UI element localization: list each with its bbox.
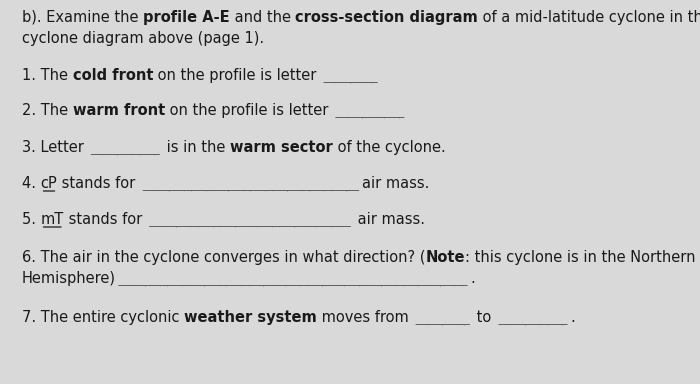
Text: __________: __________	[88, 141, 162, 156]
Text: warm front: warm front	[73, 103, 165, 118]
Text: air mass.: air mass.	[354, 212, 426, 227]
Text: and the: and the	[230, 10, 295, 25]
Text: Note: Note	[426, 250, 465, 265]
Text: profile A-E: profile A-E	[143, 10, 230, 25]
Text: .: .	[570, 310, 575, 325]
Text: to: to	[473, 310, 496, 325]
Text: stands for: stands for	[57, 176, 140, 191]
Text: b). Examine the: b). Examine the	[22, 10, 143, 25]
Text: mT: mT	[41, 212, 64, 227]
Text: of a mid-latitude cyclone in the: of a mid-latitude cyclone in the	[478, 10, 700, 25]
Text: ________: ________	[321, 69, 380, 84]
Text: of the cyclone.: of the cyclone.	[333, 140, 446, 155]
Text: 4.: 4.	[22, 176, 41, 191]
Text: 6. The air in the cyclone converges in what direction? (: 6. The air in the cyclone converges in w…	[22, 250, 426, 265]
Text: ________: ________	[413, 311, 473, 326]
Text: cP: cP	[41, 176, 57, 191]
Text: 5.: 5.	[22, 212, 41, 227]
Text: stands for: stands for	[64, 212, 147, 227]
Text: Hemisphere): Hemisphere)	[22, 271, 116, 286]
Text: : this cyclone is in the Northern: : this cyclone is in the Northern	[465, 250, 696, 265]
Text: air mass.: air mass.	[361, 176, 429, 191]
Text: 2. The: 2. The	[22, 103, 73, 118]
Text: weather system: weather system	[184, 310, 317, 325]
Text: on the profile is letter: on the profile is letter	[165, 103, 333, 118]
Text: 3. Letter: 3. Letter	[22, 140, 88, 155]
Text: moves from: moves from	[317, 310, 413, 325]
Text: .: .	[470, 271, 475, 286]
Text: ________________________________________________: ________________________________________…	[116, 272, 470, 287]
Text: cyclone diagram above (page 1).: cyclone diagram above (page 1).	[22, 31, 264, 46]
Text: ______________________________: ______________________________	[140, 177, 361, 192]
Text: __________: __________	[496, 311, 570, 326]
Text: __________: __________	[333, 104, 407, 119]
Text: ____________________________: ____________________________	[147, 213, 354, 228]
Text: 7. The entire cyclonic: 7. The entire cyclonic	[22, 310, 184, 325]
Text: on the profile is letter: on the profile is letter	[153, 68, 321, 83]
Text: cold front: cold front	[73, 68, 153, 83]
Text: warm sector: warm sector	[230, 140, 333, 155]
Text: 1. The: 1. The	[22, 68, 73, 83]
Text: is in the: is in the	[162, 140, 230, 155]
Text: cross-section diagram: cross-section diagram	[295, 10, 478, 25]
